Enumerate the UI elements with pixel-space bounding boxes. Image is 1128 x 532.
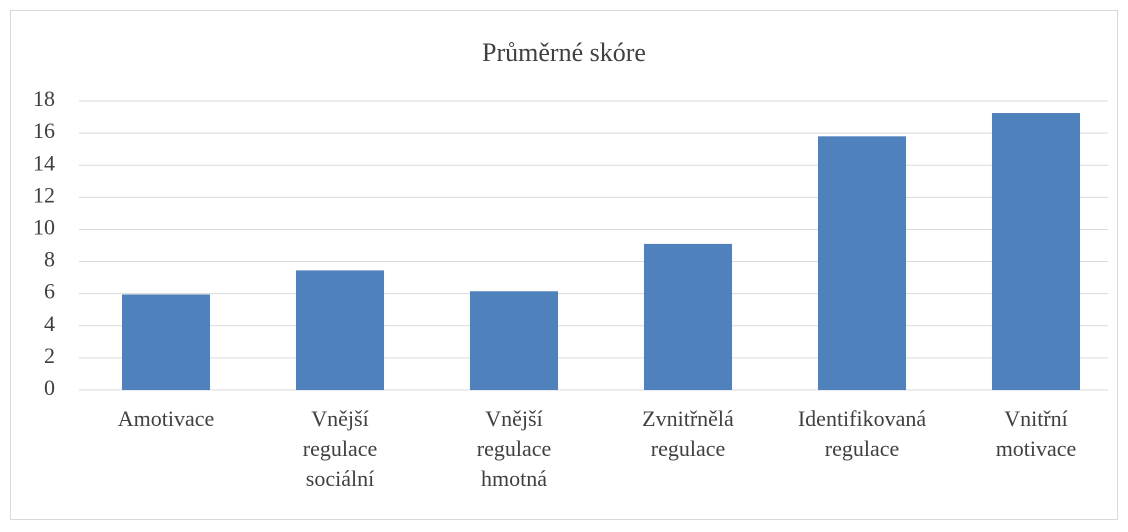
y-tick-label: 0 [44, 375, 55, 400]
y-tick-label: 16 [33, 118, 55, 143]
x-tick-label: Vnitřní motivace [995, 406, 1077, 461]
bar [121, 294, 211, 390]
chart-frame [10, 10, 1118, 520]
x-tick-label: Vnější regulace hmotná [476, 406, 552, 491]
y-tick-label: 18 [33, 86, 55, 111]
bar [643, 243, 733, 390]
x-tick-label: Zvnitřnělá regulace [642, 406, 734, 461]
bar [817, 136, 907, 390]
y-tick-label: 10 [33, 214, 55, 239]
y-tick-label: 12 [33, 182, 55, 207]
bar [469, 291, 559, 390]
bar [991, 113, 1081, 391]
y-tick-label: 2 [44, 343, 55, 368]
x-tick-label: Vnější regulace sociální [302, 406, 378, 491]
y-tick-label: 14 [33, 150, 55, 175]
y-tick-label: 6 [44, 279, 55, 304]
x-tick-label: Amotivace [117, 406, 215, 431]
y-tick-label: 8 [44, 247, 55, 272]
bar [295, 270, 385, 390]
chart-title: Průměrné skóre [482, 38, 646, 67]
x-tick-label: Identifikovaná regulace [797, 406, 927, 461]
y-tick-label: 4 [44, 311, 55, 336]
